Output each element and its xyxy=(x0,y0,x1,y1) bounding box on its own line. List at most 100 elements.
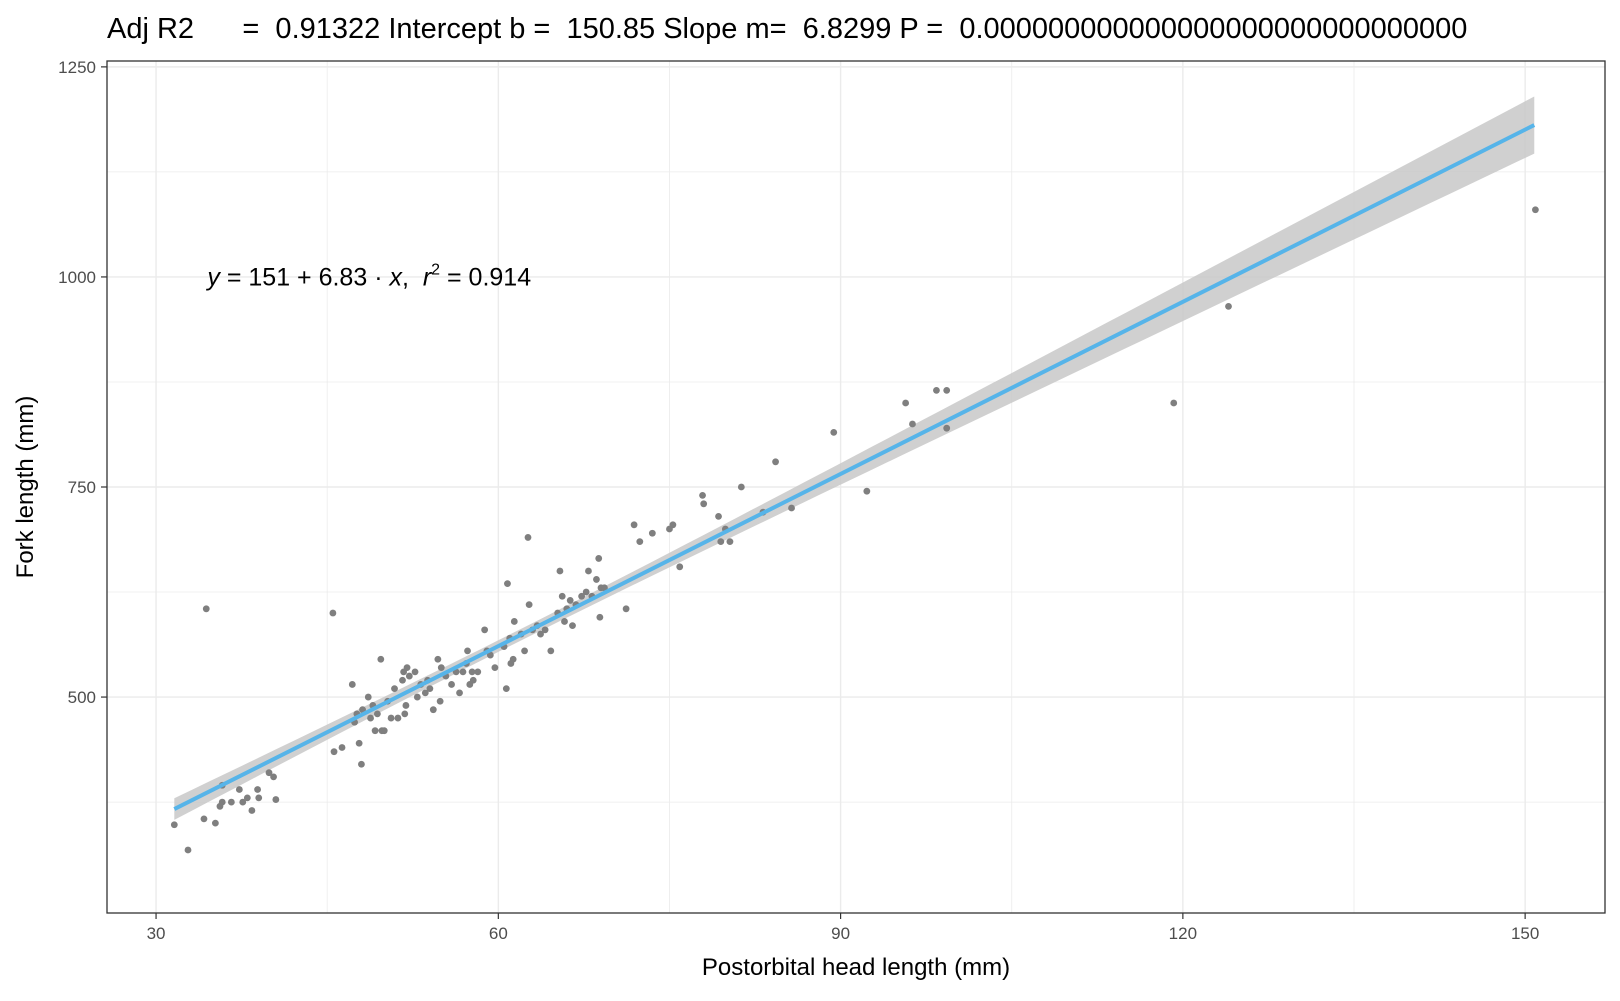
data-point xyxy=(248,807,256,814)
regression-equation: y = 151 + 6.83 · x, r2 = 0.914 xyxy=(205,261,531,291)
chart-title: Adj R2 = 0.91322 Intercept b = 150.85 Sl… xyxy=(107,13,1467,45)
data-point xyxy=(504,580,511,588)
data-point xyxy=(355,739,363,747)
data-point xyxy=(630,521,638,529)
data-point xyxy=(541,626,549,634)
x-tick-label: 150 xyxy=(1511,924,1539,943)
data-point xyxy=(469,676,477,684)
data-point xyxy=(491,664,499,672)
data-point xyxy=(329,609,337,617)
data-point xyxy=(387,714,395,722)
minor-gridlines xyxy=(107,61,1605,913)
data-point xyxy=(566,597,574,604)
data-point xyxy=(481,626,489,634)
data-point xyxy=(788,504,795,512)
data-point xyxy=(943,424,951,432)
data-point xyxy=(437,664,445,672)
eq-r-value: = 0.914 xyxy=(440,263,531,291)
data-point xyxy=(401,710,409,718)
y-tick-label: 750 xyxy=(68,478,96,497)
data-point xyxy=(863,487,871,495)
data-point xyxy=(411,668,419,676)
data-point xyxy=(202,605,210,613)
data-point xyxy=(184,846,192,854)
eq-x-symbol: x xyxy=(388,263,403,291)
data-point xyxy=(330,748,338,756)
data-point xyxy=(265,769,273,777)
data-point xyxy=(569,622,576,630)
x-axis-title: Postorbital head length (mm) xyxy=(702,954,1010,981)
x-tick-label: 120 xyxy=(1169,924,1197,943)
data-point xyxy=(502,685,510,693)
data-point xyxy=(403,664,411,672)
data-point xyxy=(636,538,644,546)
y-axis: 500 750 1000 1250 xyxy=(58,58,107,707)
data-point xyxy=(272,796,280,803)
eq-r-symbol: r xyxy=(423,263,433,291)
data-point xyxy=(717,538,725,546)
data-point xyxy=(556,567,564,575)
data-point xyxy=(525,601,533,609)
data-point xyxy=(676,563,684,571)
data-point xyxy=(218,798,226,806)
data-point xyxy=(521,647,528,655)
data-point xyxy=(243,794,251,802)
data-point xyxy=(622,605,630,613)
data-point xyxy=(524,534,532,541)
data-point xyxy=(399,676,406,684)
eq-separator: , xyxy=(402,263,423,291)
data-point xyxy=(585,567,592,575)
data-point xyxy=(902,399,910,407)
data-point xyxy=(373,710,381,718)
eq-body: = 151 + 6.83 · xyxy=(220,263,390,291)
data-point xyxy=(235,786,243,793)
data-point xyxy=(170,821,178,829)
data-point xyxy=(211,819,219,827)
data-point xyxy=(426,685,434,693)
data-point xyxy=(468,668,476,676)
data-point xyxy=(270,773,277,781)
data-point xyxy=(434,655,442,663)
data-point xyxy=(578,592,586,600)
data-point xyxy=(715,513,722,520)
y-axis-title: Fork length (mm) xyxy=(12,396,39,579)
data-point xyxy=(547,647,555,655)
data-point xyxy=(1170,399,1178,407)
data-point xyxy=(1532,206,1539,214)
data-point xyxy=(227,798,235,806)
data-point xyxy=(558,592,566,600)
data-point xyxy=(510,618,518,625)
data-point xyxy=(254,786,261,793)
data-point xyxy=(772,458,779,466)
data-point xyxy=(367,714,374,722)
data-point xyxy=(338,744,346,751)
data-point xyxy=(1225,302,1232,310)
data-point xyxy=(413,693,421,701)
data-point xyxy=(561,618,568,625)
y-tick-label: 500 xyxy=(68,688,96,707)
regression-line xyxy=(173,123,1536,811)
data-point xyxy=(377,655,385,663)
data-point xyxy=(596,613,604,621)
data-point xyxy=(371,727,379,735)
data-point xyxy=(394,714,402,722)
data-point xyxy=(474,668,482,676)
data-point xyxy=(364,693,372,701)
data-point xyxy=(737,483,745,491)
data-point xyxy=(486,651,494,659)
data-point xyxy=(448,681,455,688)
eq-y-symbol: y xyxy=(205,263,221,291)
data-point xyxy=(726,538,734,546)
data-point xyxy=(421,689,429,697)
data-point xyxy=(200,815,208,823)
data-point xyxy=(358,760,365,768)
data-point xyxy=(943,386,951,394)
data-point xyxy=(380,727,388,735)
data-point xyxy=(429,706,437,714)
x-tick-label: 90 xyxy=(831,924,850,943)
data-point xyxy=(648,529,656,537)
data-point xyxy=(595,555,603,562)
data-point xyxy=(700,500,708,508)
eq-r-exponent: 2 xyxy=(431,261,440,278)
data-point xyxy=(537,630,544,638)
